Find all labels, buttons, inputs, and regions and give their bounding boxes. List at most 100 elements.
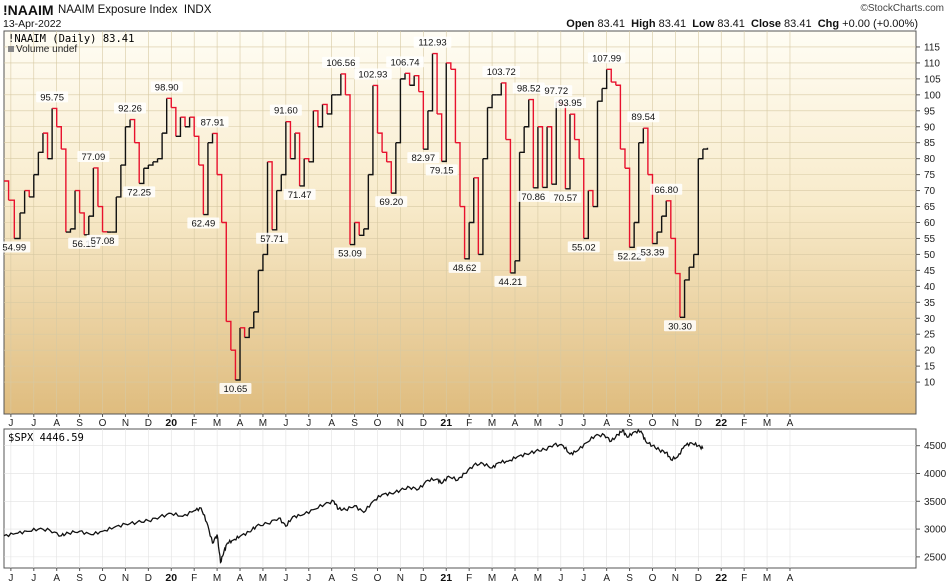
spx-x-tick-label: M	[213, 573, 221, 584]
naaim-segment	[33, 152, 40, 176]
naaim-segment	[391, 142, 397, 194]
spx-x-tick-label: O	[99, 573, 107, 584]
data-label: 57.71	[260, 234, 284, 245]
naaim-segment	[437, 113, 443, 162]
data-label: 89.54	[631, 112, 655, 123]
naaim-y-tick-label: 30	[924, 314, 936, 325]
naaim-segment	[551, 102, 557, 185]
naaim-segment	[203, 142, 209, 216]
naaim-segment	[505, 138, 512, 273]
spx-line	[3, 428, 704, 564]
naaim-segment	[487, 94, 493, 109]
naaim-segment	[258, 254, 264, 272]
naaim-x-tick-label: N	[672, 418, 679, 429]
naaim-segment	[84, 216, 90, 236]
spx-x-tick-label: 22	[715, 572, 727, 584]
data-label-bg	[354, 68, 392, 80]
spx-x-tick-label: F	[466, 573, 472, 584]
data-label: 93.95	[558, 98, 582, 109]
naaim-segment	[592, 101, 599, 208]
naaim-panel: 10 15 20 25 30 35 40 45 50 55 60 65 70 75 80 85 90 95 100 1…	[0, 30, 941, 415]
naaim-segment	[519, 126, 525, 153]
naaim-segment	[368, 85, 374, 176]
data-label-bg	[425, 164, 458, 176]
naaim-x-tick-label: 22	[715, 417, 727, 429]
naaim-segment	[253, 270, 260, 313]
spx-x-tick-label: A	[787, 573, 794, 584]
naaim-segment	[308, 110, 315, 163]
naaim-segment	[322, 103, 328, 114]
data-label: 66.80	[654, 185, 678, 196]
naaim-x-tick-label: J	[283, 418, 288, 429]
naaim-segment	[501, 82, 507, 140]
index-name-text: NAAIM Exposure Index	[58, 4, 178, 16]
naaim-x-tick-label: F	[191, 418, 197, 429]
naaim-segment	[579, 157, 585, 239]
spx-x-tick-label: M	[259, 573, 267, 584]
data-label-bg	[663, 320, 696, 332]
naaim-segment	[624, 167, 631, 248]
exchange-label: INDX	[183, 4, 212, 16]
data-label: 79.15	[430, 165, 454, 176]
data-label: 92.26	[118, 104, 142, 115]
naaim-y-tick-label: 115	[924, 42, 940, 53]
naaim-segment	[702, 147, 709, 150]
close-label: Close	[751, 18, 781, 30]
high-value: 83.41	[658, 18, 687, 30]
data-label-bg	[549, 191, 582, 203]
naaim-segment	[473, 177, 480, 255]
naaim-segment	[496, 82, 502, 96]
naaim-segment	[4, 180, 10, 201]
spx-y-tick-label: 3500	[924, 497, 947, 508]
chart-date: 13-Apr-2022	[3, 18, 62, 30]
naaim-segment	[464, 222, 470, 260]
naaim-segment	[38, 133, 44, 153]
naaim-x-tick-label: A	[512, 418, 519, 429]
naaim-segment	[111, 196, 117, 233]
data-label: 70.57	[554, 193, 578, 204]
data-label: 72.25	[127, 187, 151, 198]
naaim-x-tick-label: J	[558, 418, 563, 429]
data-label-bg	[567, 241, 600, 253]
spx-panel-bg	[3, 428, 917, 569]
naaim-segment	[661, 200, 667, 217]
naaim-segment	[666, 200, 672, 239]
naaim-segment	[65, 228, 72, 233]
naaim-y-tick-label: 15	[924, 362, 936, 373]
data-label-bg	[627, 111, 660, 123]
naaim-x-tick-label: 21	[440, 417, 452, 429]
naaim-segment	[171, 106, 177, 137]
spx-x-tick-label: M	[534, 573, 542, 584]
naaim-segment	[143, 165, 150, 169]
naaim-segment	[212, 132, 218, 175]
naaim-segment	[647, 173, 654, 244]
spx-x-tick-label: J	[558, 573, 563, 584]
data-label-bg	[386, 56, 424, 68]
naaim-segment	[684, 267, 690, 281]
naaim-segment	[130, 118, 136, 143]
naaim-x-tick-label: N	[397, 418, 404, 429]
naaim-segment	[207, 133, 214, 144]
naaim-segment	[583, 190, 590, 240]
data-label-bg	[256, 232, 289, 244]
naaim-x-tick-label: N	[122, 418, 129, 429]
naaim-x-tick-label: D	[420, 418, 427, 429]
naaim-segment	[93, 167, 99, 207]
naaim-segment	[345, 94, 351, 245]
naaim-segment	[427, 53, 434, 112]
naaim-segment	[194, 135, 200, 166]
spx-x-tick-label: A	[512, 573, 519, 584]
naaim-segment	[189, 116, 195, 137]
spx-x-tick-label: F	[741, 573, 747, 584]
data-label: 91.60	[274, 106, 298, 117]
data-label-bg	[553, 97, 586, 109]
naaim-segment	[244, 327, 250, 339]
naaim-segment	[125, 119, 131, 128]
naaim-segment	[441, 62, 447, 163]
naaim-segment	[14, 212, 21, 240]
naaim-x-tick-label: S	[626, 418, 633, 429]
naaim-x-tick-label: A	[787, 418, 794, 429]
naaim-segment	[97, 205, 104, 232]
data-label-bg	[512, 82, 545, 94]
spx-y-axis: 2500 3000 3500 4000 4500	[916, 441, 947, 563]
